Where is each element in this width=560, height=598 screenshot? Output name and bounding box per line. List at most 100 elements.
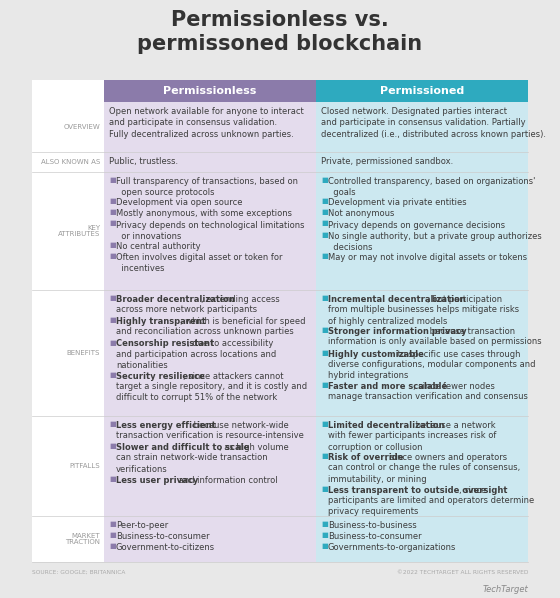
Text: Business-to-business: Business-to-business [328, 521, 417, 530]
Text: , which is beneficial for speed: , which is beneficial for speed [180, 318, 305, 327]
Text: , since: , since [459, 486, 487, 495]
Text: , but participation: , but participation [427, 295, 502, 304]
Text: Less energy efficient: Less energy efficient [116, 421, 216, 430]
Text: Mostly anonymous, with some exceptions: Mostly anonymous, with some exceptions [116, 209, 292, 218]
Text: May or may not involve digital assets or tokens: May or may not involve digital assets or… [328, 253, 527, 262]
Text: Not anonymous: Not anonymous [328, 209, 394, 218]
Text: Private, permissioned sandbox.: Private, permissioned sandbox. [321, 157, 453, 166]
Text: ■: ■ [109, 209, 116, 215]
Text: ■: ■ [109, 543, 116, 549]
Bar [104, 290, 316, 416]
Text: ■: ■ [109, 372, 116, 378]
Text: KEY
ATTRIBUTES: KEY ATTRIBUTES [58, 224, 100, 237]
Bar [104, 102, 316, 152]
Text: OVERVIEW: OVERVIEW [63, 124, 100, 130]
Text: transaction verification is resource-intensive: transaction verification is resource-int… [116, 431, 304, 440]
Text: to specific use cases through: to specific use cases through [395, 350, 521, 359]
Text: , since attackers cannot: , since attackers cannot [184, 372, 284, 381]
Text: Censorship resistant: Censorship resistant [116, 340, 214, 349]
Text: TechTarget: TechTarget [482, 585, 528, 594]
Text: ■: ■ [109, 253, 116, 259]
Text: ■: ■ [109, 532, 116, 538]
Text: across more network participants: across more network participants [116, 305, 257, 314]
Text: , since fewer nodes: , since fewer nodes [413, 382, 495, 391]
Text: Broader decentralization: Broader decentralization [116, 295, 235, 304]
Bar [104, 416, 316, 516]
Text: can strain network-wide transaction
verifications: can strain network-wide transaction veri… [116, 453, 268, 474]
Text: ■: ■ [321, 209, 328, 215]
Text: Open network available for anyone to interact
and participate in consensus valid: Open network available for anyone to int… [109, 107, 304, 139]
Text: Slower and difficult to scale: Slower and difficult to scale [116, 443, 249, 452]
Bar [316, 80, 528, 102]
Text: Full transparency of transactions, based on
  open source protocols: Full transparency of transactions, based… [116, 177, 298, 197]
Text: Privacy depends on governance decisions: Privacy depends on governance decisions [328, 221, 505, 230]
Text: BENEFITS: BENEFITS [67, 350, 100, 356]
Text: ■: ■ [109, 242, 116, 248]
Bar [104, 172, 316, 290]
Text: diverse configurations, modular components and
hybrid integrations: diverse configurations, modular componen… [328, 360, 535, 380]
Text: ■: ■ [321, 231, 328, 237]
Text: Closed network. Designated parties interact
and participate in consensus validat: Closed network. Designated parties inter… [321, 107, 546, 139]
Text: with fewer participants increases risk of
corruption or collusion: with fewer participants increases risk o… [328, 431, 496, 451]
Text: ■: ■ [321, 327, 328, 333]
Text: because transaction: because transaction [427, 327, 516, 336]
Bar [104, 80, 316, 102]
Bar [316, 290, 528, 416]
Text: Development via open source: Development via open source [116, 199, 242, 208]
Text: Faster and more scalable: Faster and more scalable [328, 382, 447, 391]
Text: Governments-to-organizations: Governments-to-organizations [328, 543, 456, 552]
Text: PITFALLS: PITFALLS [69, 463, 100, 469]
Text: Controlled transparency, based on organizations'
  goals: Controlled transparency, based on organi… [328, 177, 535, 197]
Text: Highly customizable: Highly customizable [328, 350, 424, 359]
Text: Privacy depends on technological limitations
  or innovations: Privacy depends on technological limitat… [116, 221, 305, 241]
Text: Business-to-consumer: Business-to-consumer [328, 532, 422, 541]
Bar [316, 516, 528, 562]
Bar [316, 152, 528, 172]
Text: Development via private entities: Development via private entities [328, 199, 466, 208]
Text: ■: ■ [321, 199, 328, 205]
Text: ■: ■ [109, 199, 116, 205]
Text: information is only available based on permissions: information is only available based on p… [328, 337, 542, 346]
Text: ■: ■ [109, 443, 116, 449]
Text: ■: ■ [109, 421, 116, 427]
Text: ■: ■ [321, 177, 328, 183]
Text: ■: ■ [109, 475, 116, 481]
Text: Incremental decentralization: Incremental decentralization [328, 295, 466, 304]
Text: Risk of override: Risk of override [328, 453, 404, 462]
Text: Highly transparent: Highly transparent [116, 318, 206, 327]
Text: , since owners and operators: , since owners and operators [385, 453, 507, 462]
Text: ■: ■ [321, 486, 328, 492]
Text: ■: ■ [321, 295, 328, 301]
Text: Less user privacy: Less user privacy [116, 475, 198, 484]
Text: and reconciliation across unknown parties: and reconciliation across unknown partie… [116, 327, 294, 336]
Text: Security resilience: Security resilience [116, 372, 205, 381]
Text: ■: ■ [109, 318, 116, 324]
Text: participants are limited and operators determine
privacy requirements: participants are limited and operators d… [328, 496, 534, 516]
Text: Stronger information privacy: Stronger information privacy [328, 327, 466, 336]
Text: target a single repository, and it is costly and
difficult to corrupt 51% of the: target a single repository, and it is co… [116, 382, 307, 402]
Text: ■: ■ [109, 177, 116, 183]
Text: ALSO KNOWN AS: ALSO KNOWN AS [41, 159, 100, 165]
Text: Permissioned: Permissioned [380, 86, 464, 96]
Text: ■: ■ [321, 453, 328, 459]
Text: Permissionless vs.
permissoned blockchain: Permissionless vs. permissoned blockchai… [137, 10, 423, 54]
Text: No single authority, but a private group authorizes
  decisions: No single authority, but a private group… [328, 231, 542, 252]
Text: ■: ■ [109, 295, 116, 301]
Text: ■: ■ [321, 532, 328, 538]
Text: ■: ■ [321, 382, 328, 388]
Text: ■: ■ [321, 350, 328, 356]
Text: , extending access: , extending access [201, 295, 280, 304]
Bar [104, 516, 316, 562]
Text: ©2022 TECHTARGET ALL RIGHTS RESERVED: ©2022 TECHTARGET ALL RIGHTS RESERVED [396, 570, 528, 575]
Bar [316, 172, 528, 290]
Text: , due to accessibility: , due to accessibility [187, 340, 273, 349]
Text: No central authority: No central authority [116, 242, 200, 251]
Text: , as high volume: , as high volume [219, 443, 289, 452]
Bar [316, 102, 528, 152]
Text: manage transaction verification and consensus: manage transaction verification and cons… [328, 392, 528, 401]
Text: ■: ■ [321, 543, 328, 549]
Text: because a network: because a network [413, 421, 496, 430]
Text: Peer-to-peer: Peer-to-peer [116, 521, 168, 530]
Bar [32, 80, 528, 562]
Text: SOURCE: GOOGLE; BRITANNICA: SOURCE: GOOGLE; BRITANNICA [32, 570, 125, 575]
